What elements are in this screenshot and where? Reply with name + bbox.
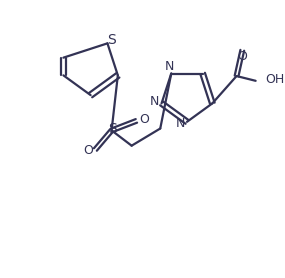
Text: O: O <box>83 144 93 157</box>
Text: S: S <box>108 123 117 136</box>
Text: OH: OH <box>265 73 284 86</box>
Text: N: N <box>176 117 185 130</box>
Text: S: S <box>107 33 116 48</box>
Text: N: N <box>150 95 160 108</box>
Text: O: O <box>139 113 149 126</box>
Text: O: O <box>237 51 247 63</box>
Text: N: N <box>165 60 174 73</box>
